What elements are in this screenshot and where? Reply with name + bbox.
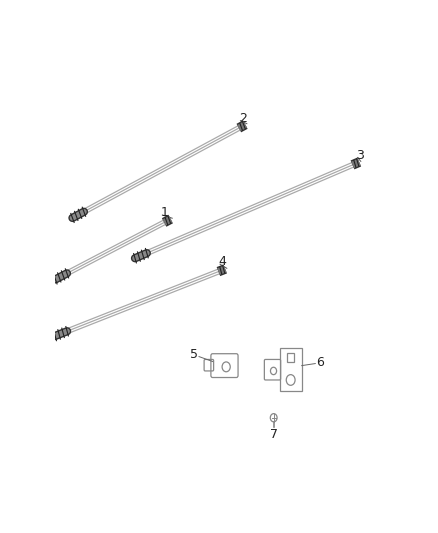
Text: 5: 5 [190, 348, 198, 361]
Text: 2: 2 [239, 111, 247, 125]
Text: 6: 6 [316, 356, 324, 369]
Text: 7: 7 [270, 427, 278, 441]
Bar [287, 353, 294, 362]
Text: 3: 3 [357, 149, 364, 161]
Text: 1: 1 [161, 206, 169, 219]
Bar [279, 348, 302, 391]
Text: 4: 4 [219, 255, 227, 268]
